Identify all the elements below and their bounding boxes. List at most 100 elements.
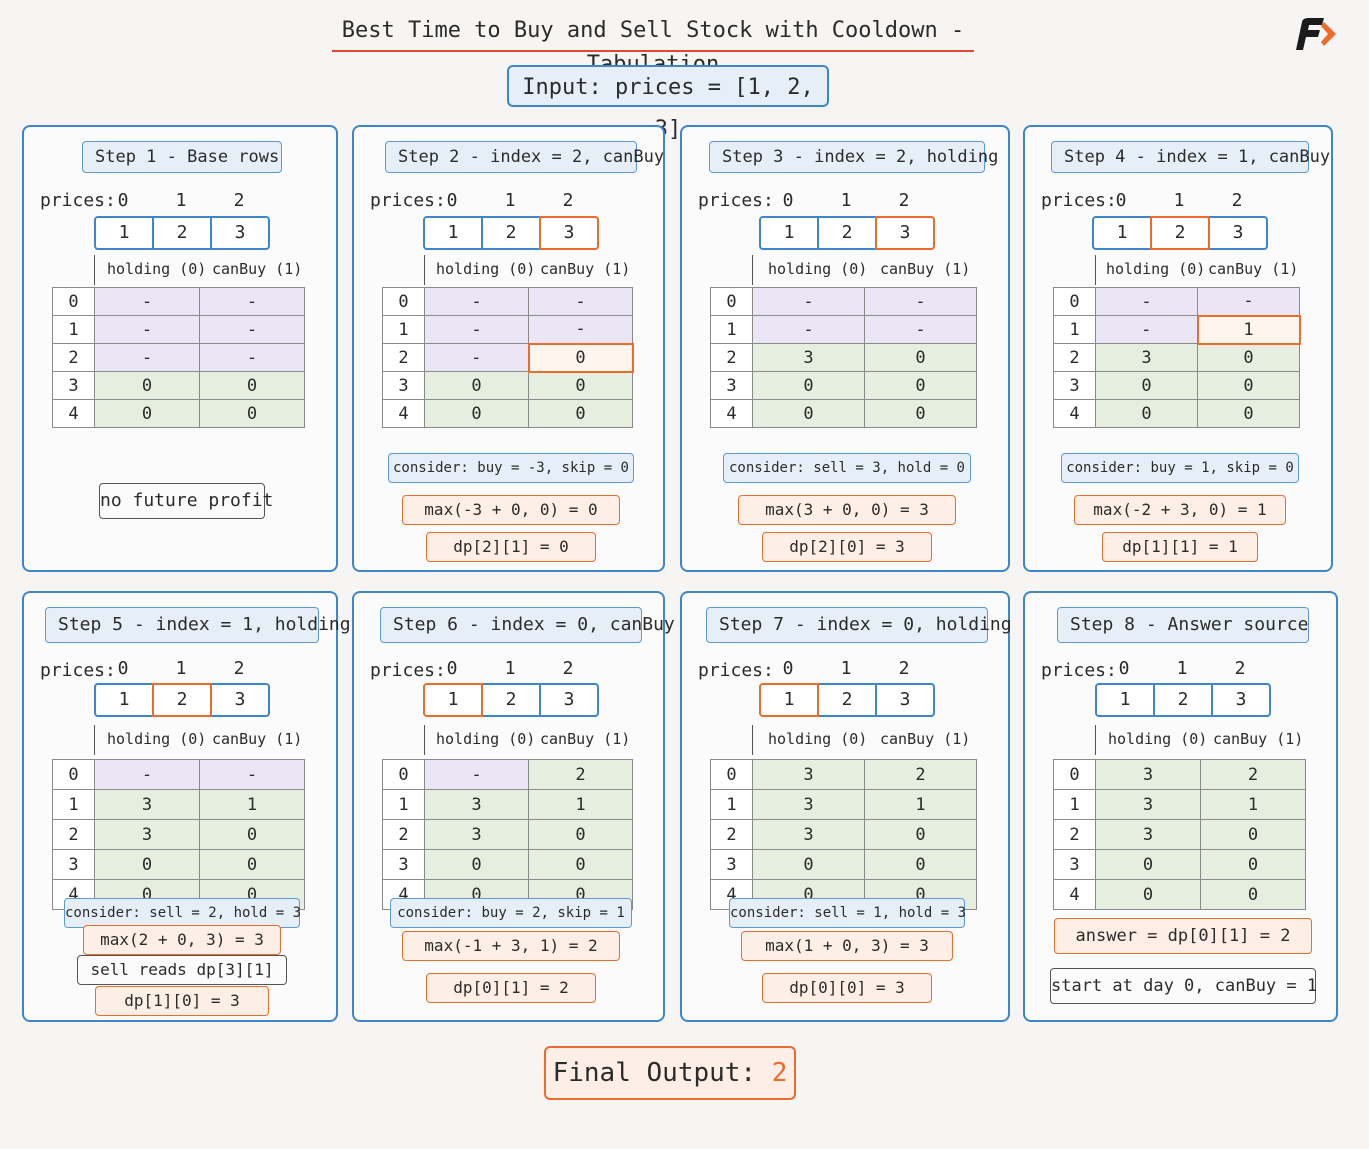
dp-cell: - [424, 343, 529, 372]
dp-cell: - [199, 315, 305, 344]
step-panel: Step 8 - Answer source prices: 0 1 2 1 2 3 holdi… [1023, 591, 1338, 1022]
prices-label: prices: [40, 190, 116, 211]
dp-cell: - [752, 315, 865, 344]
step-title: Step 2 - index = 2, canBuy [385, 141, 664, 173]
dp-cell: 3 [1095, 789, 1201, 820]
row-index: 1 [52, 315, 95, 344]
final-output-value: 2 [771, 1058, 788, 1088]
step-note: consider: buy = 2, skip = 1 [390, 898, 632, 928]
price-index: 0 [782, 658, 794, 679]
price-cell: 2 [481, 683, 541, 717]
step-note: start at day 0, canBuy = 1 [1050, 968, 1317, 1004]
prices-label: prices: [1041, 660, 1117, 681]
dp-cell: 0 [1095, 849, 1201, 880]
table-header-divider [424, 255, 425, 285]
prices-label: prices: [370, 660, 446, 681]
step-panel: Step 5 - index = 1, holding prices: 0 1 2 1 2 3… [22, 591, 351, 1022]
step-note: consider: sell = 1, hold = 3 [729, 898, 966, 928]
table-row: 2-0 [382, 342, 634, 373]
table-row: 0-2 [382, 759, 633, 790]
column-header-holding: holding (0) [1106, 260, 1206, 278]
step-note: dp[2][1] = 0 [426, 532, 596, 562]
dp-cell: 0 [864, 399, 977, 428]
dp-cell: 0 [94, 371, 200, 400]
dp-cell: 3 [424, 819, 529, 850]
price-index: 1 [175, 658, 187, 679]
dp-cell: 0 [1197, 343, 1300, 372]
step-note: sell reads dp[3][1] [77, 955, 287, 985]
row-index: 3 [52, 849, 95, 880]
dp-cell: 1 [528, 789, 633, 820]
dp-cell: 0 [528, 849, 633, 880]
dp-cell: 0 [528, 371, 633, 400]
row-index: 4 [1053, 399, 1096, 428]
step-note: consider: sell = 2, hold = 3 [64, 898, 301, 928]
price-cell: 1 [423, 683, 483, 717]
step-note: dp[0][1] = 2 [426, 973, 596, 1003]
price-index: 0 [117, 658, 129, 679]
step-panel: Step 6 - index = 0, canBuy prices: 0 1 2 1 2 3 h… [352, 591, 675, 1022]
column-header-holding: holding (0) [1108, 730, 1208, 748]
dp-cell: 0 [1197, 399, 1300, 428]
table-row: 1-- [52, 315, 305, 344]
table-row: 0-- [52, 287, 305, 316]
dp-cell: - [1095, 287, 1198, 316]
table-row: 0-- [710, 287, 977, 316]
final-output-label: Final Output: [552, 1058, 772, 1088]
dp-cell: 0 [528, 819, 633, 850]
dp-cell: 3 [752, 789, 865, 820]
brand-logo-icon [1296, 18, 1336, 50]
step-note: max(-2 + 3, 0) = 1 [1074, 495, 1286, 525]
dp-cell: 0 [199, 371, 305, 400]
price-index: 2 [562, 658, 574, 679]
step-note: answer = dp[0][1] = 2 [1054, 918, 1312, 954]
price-cell: 2 [152, 216, 212, 250]
dp-cell: - [424, 759, 529, 790]
price-index: 2 [233, 658, 245, 679]
column-header-canbuy: canBuy (1) [880, 260, 971, 278]
table-header-divider [752, 255, 753, 285]
dp-cell: 0 [864, 819, 977, 850]
step-note: consider: buy = -3, skip = 0 [388, 453, 634, 483]
dp-cell: 3 [94, 789, 200, 820]
step-note: max(1 + 0, 3) = 3 [741, 931, 953, 961]
step-title: Step 4 - index = 1, canBuy [1051, 141, 1330, 173]
dp-cell: - [424, 287, 529, 316]
table-row: 1-- [710, 315, 977, 344]
dp-cell: 2 [864, 759, 977, 790]
dp-cell: 3 [1095, 343, 1198, 372]
price-index: 0 [117, 190, 129, 211]
table-row: 0-- [52, 759, 305, 790]
step-title: Step 8 - Answer source [1057, 607, 1309, 643]
dp-cell: - [528, 287, 633, 316]
dp-cell: 1 [199, 789, 305, 820]
column-header-canbuy: canBuy (1) [540, 260, 631, 278]
dp-cell: - [1197, 287, 1300, 316]
price-cell: 3 [1208, 216, 1268, 250]
price-index: 2 [562, 190, 574, 211]
row-index: 0 [710, 287, 753, 316]
step-note: dp[0][0] = 3 [762, 973, 932, 1003]
dp-cell: 2 [1200, 759, 1306, 790]
step-note: max(3 + 0, 0) = 3 [738, 495, 956, 525]
input-prices-box: Input: prices = [1, 2, 3] [507, 65, 829, 142]
row-index: 0 [52, 287, 95, 316]
dp-cell: 0 [424, 399, 529, 428]
price-index: 0 [1115, 190, 1127, 211]
